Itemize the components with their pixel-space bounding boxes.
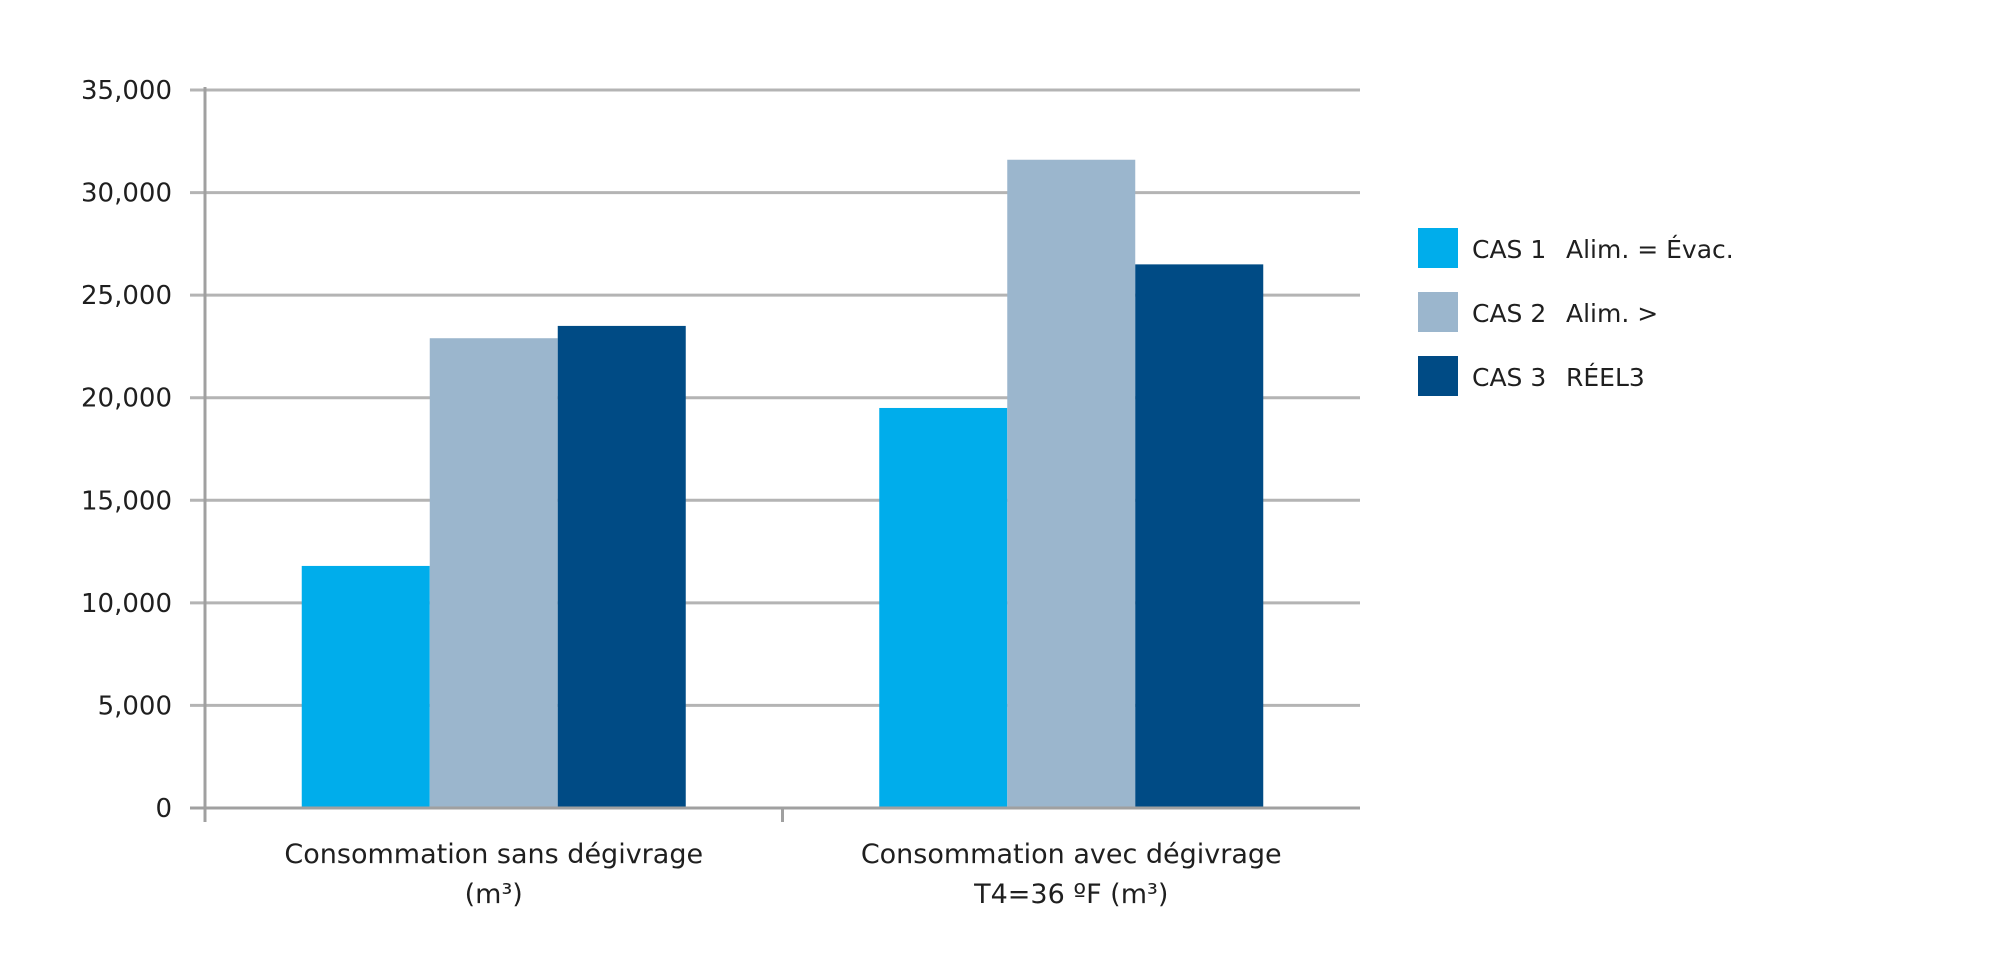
y-tick-label: 35,000 [81,76,172,106]
legend-swatch [1418,292,1458,332]
bar-cas-3-cat-2 [1135,264,1264,808]
x-category-label: (m³) [465,879,523,910]
x-category-label: Consommation avec dégivrage [861,839,1282,870]
legend-series-description: Alim. > [1566,299,1658,328]
x-category-labels: Consommation sans dégivrage (m³) Consommat… [284,839,1281,910]
x-category-label: Consommation sans dégivrage [284,839,703,870]
y-tick-label: 25,000 [81,281,172,311]
legend-series-description: Alim. = Évac. [1566,235,1734,264]
legend-item-cas-2: CAS 2 Alim. > [1418,292,1658,332]
x-category-label: T4=36 ºF (m³) [973,879,1168,910]
legend-swatch [1418,356,1458,396]
legend: CAS 1 Alim. = Évac. CAS 2 Alim. > CAS 3 RÉEL3 [1418,228,1734,396]
legend-series-name: CAS 2 [1472,299,1546,328]
legend-series-name: CAS 3 [1472,363,1546,392]
bar-cas-2-cat-2 [1007,159,1136,809]
bar-cas-1-cat-1 [301,565,430,808]
y-tick-label: 15,000 [81,486,172,516]
bars [301,159,1264,809]
legend-swatch [1418,228,1458,268]
legend-series-description: RÉEL3 [1566,363,1645,392]
bar-cas-1-cat-2 [879,407,1008,808]
y-tick-label: 5,000 [98,691,172,721]
bar-cas-3-cat-1 [557,325,686,808]
y-tick-label: 20,000 [81,384,172,414]
legend-item-cas-3: CAS 3 RÉEL3 [1418,356,1645,396]
y-tick-label: 0 [155,794,172,824]
bar-cas-2-cat-1 [429,338,558,808]
legend-series-name: CAS 1 [1472,235,1546,264]
axes [190,87,1360,822]
y-tick-labels: 0 5,000 10,000 15,000 20,000 25,000 30,000 35,0… [81,76,172,824]
legend-item-cas-1: CAS 1 Alim. = Évac. [1418,228,1734,268]
y-tick-label: 10,000 [81,589,172,619]
y-tick-label: 30,000 [81,179,172,209]
